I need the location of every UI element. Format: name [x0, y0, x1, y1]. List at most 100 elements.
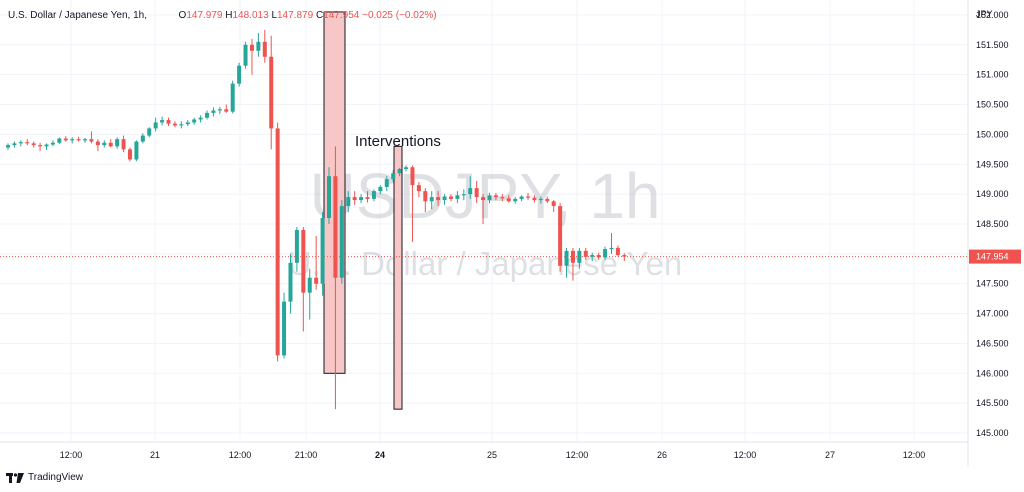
open-value: 147.979: [186, 10, 223, 21]
candle: [365, 191, 370, 203]
price-axis[interactable]: 152.000 151.500 151.000 150.500 150.000 149.5…: [976, 10, 1009, 438]
candle-body: [410, 167, 415, 186]
candle-body: [121, 139, 126, 150]
candle-body: [198, 117, 203, 120]
candle-body: [519, 196, 524, 199]
candle: [384, 176, 389, 192]
candle: [275, 122, 280, 362]
candle: [468, 176, 473, 199]
y-tick-label: 149.500: [976, 159, 1009, 169]
candle-body: [301, 229, 306, 293]
candle-body: [448, 196, 453, 199]
candle: [423, 188, 428, 213]
candle-body: [76, 139, 81, 141]
y-tick-label: 145.000: [976, 428, 1009, 438]
candle: [147, 127, 152, 138]
last-price-badge: 147.954: [969, 249, 1021, 264]
candle-body: [38, 145, 43, 147]
candle-body: [256, 41, 261, 51]
candle: [307, 268, 312, 320]
tradingview-logo[interactable]: TradingView: [6, 472, 83, 483]
candle-body: [577, 250, 582, 263]
candle: [256, 32, 261, 57]
candle: [89, 131, 94, 144]
candle-body: [513, 198, 518, 202]
candle-body: [6, 145, 10, 148]
candle: [115, 137, 120, 149]
candles: [6, 29, 627, 410]
candle-body: [160, 120, 165, 123]
candle: [487, 192, 492, 204]
close-value: 147.954: [323, 10, 360, 21]
candle-body: [127, 149, 132, 160]
candle: [339, 200, 344, 284]
y-tick-label: 146.500: [976, 338, 1009, 348]
candle-body: [134, 141, 139, 160]
low-value: 147.879: [277, 10, 314, 21]
candle-body: [481, 197, 486, 201]
candle: [493, 192, 498, 201]
time-axis[interactable]: 12:00 21 12:00 21:00 24 25 12:00 26 12:00 27 12:00: [60, 450, 926, 460]
candle-body: [339, 206, 344, 278]
candle-body: [359, 197, 364, 201]
candle: [217, 106, 222, 115]
candle: [410, 165, 415, 242]
candle: [314, 235, 319, 290]
candle: [294, 226, 299, 272]
candle-body: [461, 194, 466, 196]
candle-body: [442, 196, 447, 201]
candle: [134, 140, 139, 162]
candle-body: [429, 197, 434, 202]
candle-body: [205, 112, 210, 118]
interventions-annotation: Interventions: [355, 133, 441, 150]
candle: [378, 185, 383, 195]
candle-body: [31, 143, 36, 146]
x-tick-label: 21:00: [295, 450, 318, 460]
x-tick-label: 12:00: [566, 450, 589, 460]
last-price-badge-bg: [969, 249, 1021, 264]
candle-body: [275, 128, 280, 356]
candle-body: [18, 142, 23, 144]
candle-body: [224, 109, 229, 112]
candle-body: [249, 44, 254, 51]
watermark-name: U.S. Dollar / Japanese Yen: [288, 245, 682, 282]
candle-body: [262, 41, 267, 57]
candle-body: [288, 262, 293, 302]
candle: [404, 165, 409, 172]
candle: [70, 137, 75, 144]
candle-body: [95, 141, 100, 146]
x-tick-label: 12:00: [903, 450, 926, 460]
candle: [391, 170, 396, 183]
candle-body: [333, 176, 338, 278]
candle: [269, 35, 274, 150]
candle: [320, 212, 325, 296]
grid: [0, 0, 968, 442]
y-tick-label: 149.000: [976, 189, 1009, 199]
tradingview-logo-icon: [6, 472, 24, 483]
candle-body: [391, 173, 396, 180]
candle: [436, 191, 441, 207]
x-tick-label: 25: [487, 450, 497, 460]
open-label: O: [178, 10, 187, 21]
candle: [448, 194, 453, 202]
candle: [102, 140, 107, 148]
x-tick-label: 21: [150, 450, 160, 460]
candle: [288, 253, 293, 314]
candle: [140, 133, 145, 144]
candle-body: [352, 197, 357, 201]
candle: [538, 196, 543, 204]
candle-body: [404, 167, 409, 170]
candle-body: [545, 198, 550, 202]
candle-body: [551, 201, 556, 207]
candle: [12, 141, 17, 148]
candle-body: [172, 123, 177, 126]
candle-body: [474, 188, 479, 198]
candle: [570, 247, 575, 281]
candle-body: [147, 128, 152, 136]
candle-body: [346, 197, 351, 207]
last-price-badge-text: 147.954: [976, 252, 1009, 262]
currency-label: JPY: [976, 9, 993, 19]
x-tick-label: 12:00: [229, 450, 252, 460]
